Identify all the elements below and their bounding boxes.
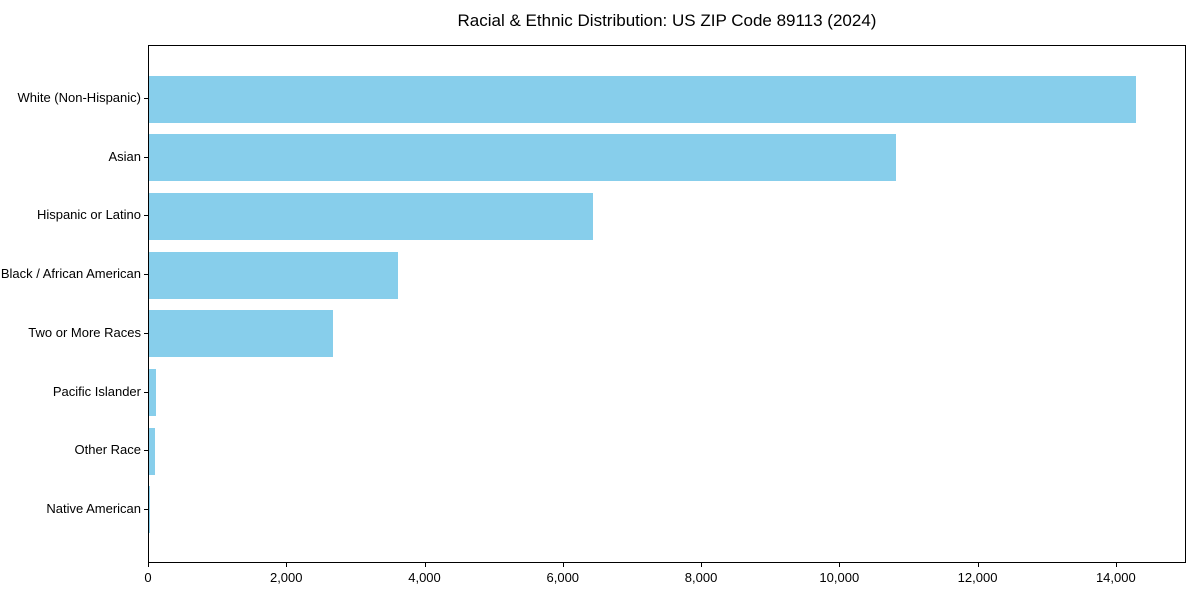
x-tick-mark: [562, 563, 564, 567]
y-tick-mark: [144, 391, 148, 393]
x-tick-mark: [977, 563, 979, 567]
x-tick-mark: [1115, 563, 1117, 567]
y-tick-label: Pacific Islander: [52, 383, 141, 399]
y-tick-mark: [144, 508, 148, 510]
bar: [149, 369, 156, 416]
y-tick-label: Hispanic or Latino: [36, 207, 141, 223]
bar: [149, 75, 1136, 123]
x-tick-mark: [148, 563, 149, 567]
bar: [149, 427, 155, 475]
y-tick-mark: [144, 156, 148, 158]
y-tick-mark: [144, 450, 148, 452]
x-tick-label: 2,000: [269, 570, 303, 585]
x-tick-label: 8,000: [684, 570, 718, 585]
y-tick-label: Asian: [108, 148, 141, 164]
y-tick-label: Black / African American: [0, 266, 141, 282]
x-tick-label: 12,000: [957, 570, 998, 585]
x-tick-label: 0: [144, 570, 152, 585]
x-tick-mark: [286, 563, 288, 567]
bar: [149, 192, 594, 240]
y-tick-mark: [144, 274, 148, 276]
bar: [149, 486, 151, 534]
x-tick-mark: [839, 563, 841, 567]
x-tick-label: 6,000: [546, 570, 580, 585]
y-tick-label: Two or More Races: [28, 324, 141, 340]
y-tick-mark: [144, 98, 148, 99]
y-tick-mark: [144, 332, 148, 334]
bar: [149, 134, 897, 182]
x-tick-mark: [424, 563, 426, 567]
bar: [149, 251, 399, 299]
y-tick-label: Native American: [46, 500, 141, 516]
chart-title: Racial & Ethnic Distribution: US ZIP Cod…: [457, 11, 877, 30]
y-tick-label: White (Non-Hispanic): [17, 90, 141, 105]
y-tick-label: Other Race: [74, 442, 141, 458]
x-tick-label: 10,000: [819, 570, 860, 585]
x-tick-label: 4,000: [408, 570, 441, 585]
bar: [149, 310, 334, 358]
x-tick-label: 14,000: [1095, 570, 1136, 585]
plot-area: [148, 45, 1186, 563]
x-tick-mark: [701, 563, 703, 567]
y-tick-mark: [144, 215, 148, 217]
